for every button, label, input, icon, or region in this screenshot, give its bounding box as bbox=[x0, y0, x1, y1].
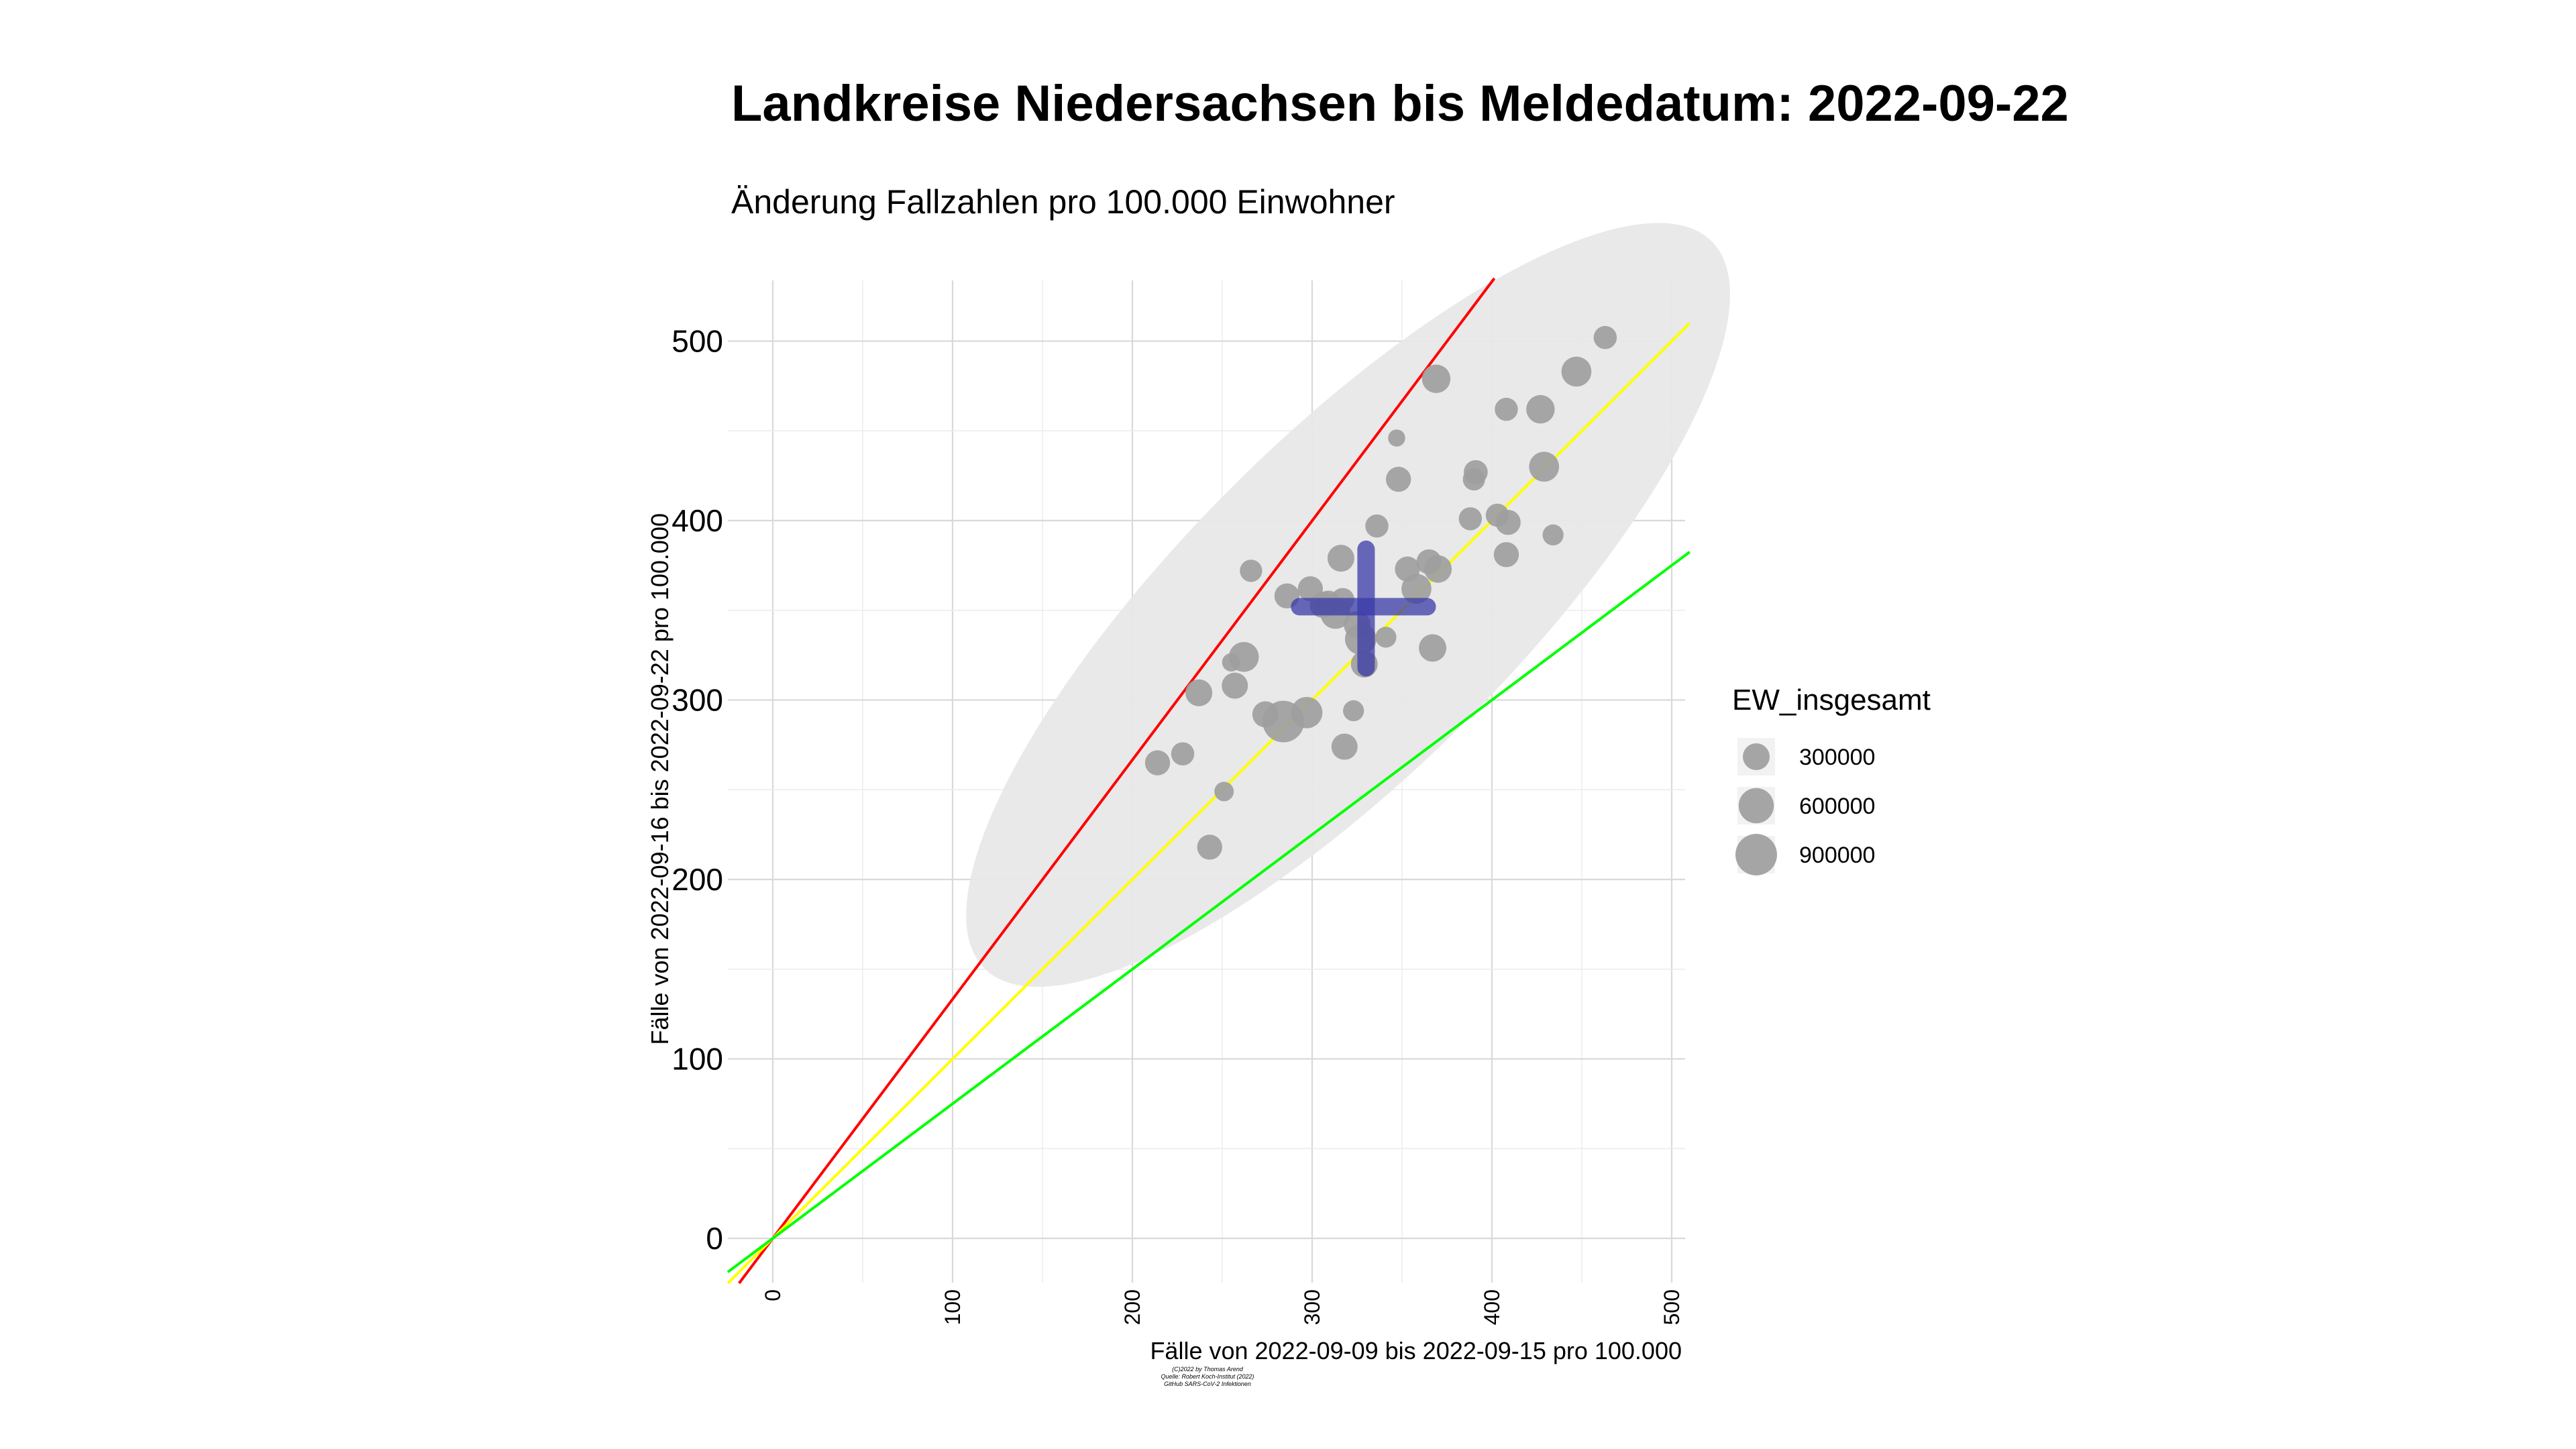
data-point bbox=[1493, 542, 1519, 568]
plot-area bbox=[727, 223, 1730, 1285]
data-point bbox=[1388, 429, 1405, 447]
data-point bbox=[1185, 679, 1213, 706]
y-tick-label: 400 bbox=[672, 503, 723, 538]
legend-label: 900000 bbox=[1799, 843, 1875, 868]
data-point bbox=[1421, 364, 1451, 393]
data-point bbox=[1458, 507, 1483, 531]
data-point bbox=[1222, 653, 1241, 672]
data-point bbox=[1542, 524, 1564, 546]
reference-lines bbox=[727, 277, 1691, 1285]
data-point bbox=[1495, 397, 1518, 421]
data-point bbox=[1197, 835, 1222, 860]
data-point bbox=[1214, 782, 1234, 802]
legend-label: 600000 bbox=[1799, 794, 1875, 819]
reference-line bbox=[738, 277, 1496, 1285]
y-axis-label: Fälle von 2022-09-16 bis 2022-09-22 pro … bbox=[646, 513, 674, 1045]
data-point bbox=[1327, 545, 1354, 572]
x-tick-label: 200 bbox=[1120, 1289, 1144, 1325]
data-point bbox=[1375, 627, 1397, 648]
x-tick-label: 300 bbox=[1300, 1289, 1324, 1325]
data-point bbox=[1222, 672, 1248, 699]
data-point bbox=[1462, 468, 1485, 491]
y-axis-ticks: 0 100 200 300 400 500 bbox=[672, 324, 723, 1256]
caption-line: (C)2022 by Thomas Arend bbox=[1172, 1366, 1244, 1373]
data-point bbox=[1495, 509, 1521, 535]
legend-label: 300000 bbox=[1799, 745, 1875, 770]
y-tick-label: 300 bbox=[672, 683, 723, 718]
data-point bbox=[1593, 325, 1617, 350]
data-point bbox=[1331, 733, 1358, 760]
caption-line: Quelle: Robert Koch-Institut (2022) bbox=[1161, 1373, 1254, 1380]
legend-title: EW_insgesamt bbox=[1732, 684, 1931, 716]
data-point bbox=[1401, 574, 1432, 604]
y-tick-label: 0 bbox=[706, 1221, 723, 1256]
legend-entries: 300000 600000 900000 bbox=[1735, 738, 1875, 875]
chart-title: Landkreise Niedersachsen bis Meldedatum:… bbox=[731, 75, 2069, 132]
mean-cross bbox=[1291, 540, 1436, 677]
data-point bbox=[1240, 559, 1263, 582]
data-point bbox=[1343, 700, 1364, 722]
chart-subtitle: Änderung Fallzahlen pro 100.000 Einwohne… bbox=[731, 183, 1395, 221]
reference-line bbox=[727, 322, 1691, 1285]
caption-line: GitHub SARS-CoV-2 Infektionen bbox=[1164, 1381, 1251, 1387]
data-point bbox=[1424, 555, 1452, 583]
data-point bbox=[1171, 742, 1195, 766]
y-tick-label: 200 bbox=[672, 862, 723, 897]
data-point bbox=[1561, 356, 1592, 387]
reference-line bbox=[727, 551, 1690, 1273]
data-point bbox=[1365, 514, 1389, 538]
x-axis-ticks: 0 100 200 300 400 500 bbox=[761, 1289, 1684, 1325]
x-tick-label: 400 bbox=[1480, 1289, 1504, 1325]
x-tick-label: 0 bbox=[761, 1289, 785, 1301]
y-tick-label: 500 bbox=[672, 324, 723, 359]
data-point bbox=[1291, 696, 1323, 729]
x-axis-label: Fälle von 2022-09-09 bis 2022-09-15 pro … bbox=[1150, 1337, 1682, 1364]
data-point bbox=[1529, 451, 1560, 482]
x-tick-label: 500 bbox=[1660, 1289, 1684, 1325]
data-point bbox=[1144, 750, 1171, 775]
y-tick-label: 100 bbox=[672, 1042, 723, 1077]
x-tick-label: 100 bbox=[941, 1289, 965, 1325]
data-point bbox=[1419, 634, 1447, 662]
legend-symbol bbox=[1742, 743, 1770, 771]
legend: EW_insgesamt 300000 600000 900000 bbox=[1732, 684, 1931, 875]
legend-symbol bbox=[1735, 834, 1777, 875]
data-point bbox=[1526, 394, 1555, 424]
legend-symbol bbox=[1738, 788, 1774, 824]
data-point bbox=[1385, 466, 1411, 492]
